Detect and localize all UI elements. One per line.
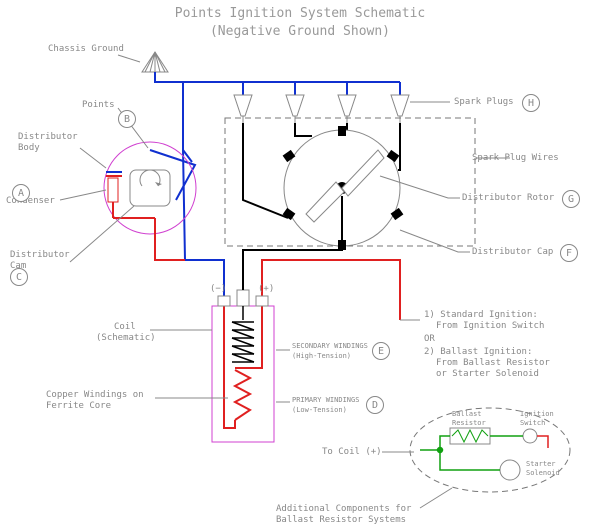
label-ballast-resistor-2: Resistor — [452, 419, 486, 427]
label-ballast-resistor-1: Ballast — [452, 410, 482, 418]
marker-B: B — [118, 110, 136, 128]
label-primary-sub: (Low-Tension) — [292, 406, 347, 414]
label-secondary-sub: (High-Tension) — [292, 352, 351, 360]
label-starter-2: Solenoid — [526, 469, 560, 477]
label-distributor-cam-1: Distributor — [10, 250, 70, 261]
marker-A: A — [12, 184, 30, 202]
marker-D: D — [366, 396, 384, 414]
title-line-2: (Negative Ground Shown) — [0, 24, 600, 40]
label-spark-plug-wires: Spark Plug Wires — [472, 153, 559, 164]
label-distributor-body-1: Distributor — [18, 132, 78, 143]
label-ballast-ign-1: 2) Ballast Ignition: — [424, 347, 532, 358]
label-chassis-ground: Chassis Ground — [48, 44, 124, 55]
label-pos: (+) — [258, 284, 274, 295]
marker-E: E — [372, 342, 390, 360]
label-primary: PRIMARY WINDINGS — [292, 396, 359, 404]
label-distributor-cap: Distributor Cap — [472, 247, 553, 258]
label-starter-1: Starter — [526, 460, 556, 468]
label-points: Points — [82, 100, 115, 111]
label-copper-1: Copper Windings on — [46, 390, 144, 401]
label-neg: (−) — [210, 284, 226, 295]
marker-G: G — [562, 190, 580, 208]
label-ballast-ign-2: From Ballast Resistor — [436, 358, 550, 369]
label-coil-sub: (Schematic) — [96, 333, 156, 344]
label-spark-plugs: Spark Plugs — [454, 97, 514, 108]
label-std-ign-1: 1) Standard Ignition: — [424, 310, 538, 321]
schematic-canvas — [0, 0, 600, 531]
label-copper-2: Ferrite Core — [46, 401, 111, 412]
label-additional-1: Additional Components for — [276, 504, 411, 515]
label-coil: Coil — [114, 322, 136, 333]
title-line-1: Points Ignition System Schematic — [0, 6, 600, 22]
label-ballast-ign-3: or Starter Solenoid — [436, 369, 539, 380]
label-ignition-switch-1: Ignition — [520, 410, 554, 418]
marker-F: F — [560, 244, 578, 262]
label-ignition-switch-2: Switch — [520, 419, 545, 427]
label-to-coil: To Coil (+) — [322, 447, 382, 458]
label-secondary: SECONDARY WINDINGS — [292, 342, 368, 350]
marker-H: H — [522, 94, 540, 112]
label-std-ign-2: From Ignition Switch — [436, 321, 544, 332]
label-distributor-rotor: Distributor Rotor — [462, 193, 554, 204]
label-distributor-body-2: Body — [18, 143, 40, 154]
marker-C: C — [10, 268, 28, 286]
label-or: OR — [424, 334, 435, 345]
label-additional-2: Ballast Resistor Systems — [276, 515, 406, 526]
